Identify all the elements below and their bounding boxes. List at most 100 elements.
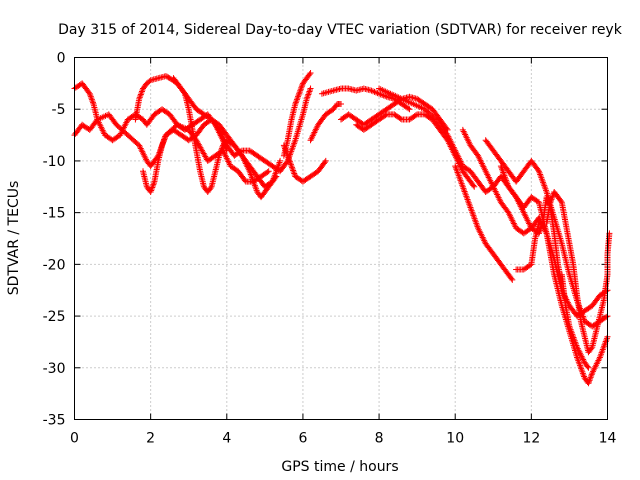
data-point xyxy=(284,152,291,159)
data-point xyxy=(295,92,302,99)
data-point xyxy=(397,115,404,122)
data-point xyxy=(86,90,93,97)
data-point xyxy=(293,96,300,103)
data-point xyxy=(159,142,166,149)
data-point xyxy=(138,89,145,96)
data-point xyxy=(138,88,145,95)
x-tick-label: 12 xyxy=(522,431,540,447)
data-point xyxy=(303,95,310,102)
series-track-14 xyxy=(459,126,611,320)
data-point xyxy=(161,135,168,142)
data-point xyxy=(89,98,96,105)
data-point xyxy=(207,185,214,192)
data-point xyxy=(148,186,155,193)
data-point xyxy=(547,197,554,204)
data-point xyxy=(547,199,554,206)
data-points xyxy=(71,70,613,387)
x-tick-label: 10 xyxy=(446,431,464,447)
data-point xyxy=(161,136,168,143)
series-track-19 xyxy=(558,271,592,371)
y-tick-label: -20 xyxy=(43,257,66,273)
data-point xyxy=(603,313,610,320)
data-point xyxy=(137,92,144,99)
data-point xyxy=(338,101,344,108)
y-tick-label: -30 xyxy=(43,361,66,377)
data-point xyxy=(548,196,555,203)
x-tick-label: 4 xyxy=(222,431,231,447)
data-point xyxy=(588,345,595,352)
data-point xyxy=(382,112,389,119)
data-point xyxy=(586,378,593,385)
data-point xyxy=(287,161,294,168)
y-tick-label: -35 xyxy=(43,413,66,429)
data-point xyxy=(305,91,312,98)
data-point xyxy=(149,183,156,190)
data-point xyxy=(89,99,96,106)
data-point xyxy=(293,98,300,105)
series-track-7 xyxy=(280,142,329,185)
data-point xyxy=(164,73,171,80)
y-tick-label: -10 xyxy=(43,154,66,170)
data-point xyxy=(216,152,223,159)
data-point xyxy=(307,70,314,77)
data-point xyxy=(295,93,302,100)
x-tick-label: 0 xyxy=(70,431,79,447)
data-point xyxy=(549,193,556,200)
data-point xyxy=(290,167,297,174)
data-point xyxy=(535,219,542,226)
data-point xyxy=(277,157,284,164)
data-point xyxy=(162,73,169,80)
data-point xyxy=(159,140,166,147)
series-track-17 xyxy=(513,219,542,273)
data-point xyxy=(280,142,287,149)
data-point xyxy=(296,89,303,96)
data-point xyxy=(137,91,144,98)
y-tick-label: -15 xyxy=(43,206,66,222)
data-point xyxy=(149,184,156,191)
data-point xyxy=(305,89,312,96)
data-point xyxy=(148,187,155,194)
data-point xyxy=(264,169,271,176)
series-track-5 xyxy=(170,75,314,175)
data-point xyxy=(321,159,328,166)
data-point xyxy=(283,149,290,156)
data-point xyxy=(412,112,419,119)
data-point xyxy=(306,87,313,94)
data-point xyxy=(290,169,297,176)
data-point xyxy=(288,163,295,170)
x-tick-label: 2 xyxy=(146,431,155,447)
tick-labels: 0 2 4 6 8 10 12 14 0 -5 -10 -15 -20 -25 -30 -35 xyxy=(43,51,617,447)
data-point xyxy=(150,181,157,188)
y-tick-label: -5 xyxy=(52,102,66,118)
data-point xyxy=(139,87,146,94)
plot-frame xyxy=(74,57,608,420)
data-point xyxy=(285,155,292,162)
chart-title: Day 315 of 2014, Sidereal Day-to-day VTE… xyxy=(58,22,623,38)
data-point xyxy=(219,143,226,150)
y-axis-label: SDTVAR / TECUs xyxy=(6,181,22,296)
data-point xyxy=(281,143,288,150)
data-point xyxy=(588,371,595,378)
data-point xyxy=(160,137,167,144)
x-tick-label: 14 xyxy=(599,431,617,447)
data-point xyxy=(322,157,329,164)
series-track-13 xyxy=(452,163,516,283)
data-point xyxy=(294,95,301,102)
data-point xyxy=(292,101,299,108)
y-tick-label: 0 xyxy=(57,51,66,67)
data-point xyxy=(557,198,564,205)
data-point xyxy=(509,276,516,283)
data-point xyxy=(306,88,313,95)
series-track-15 xyxy=(482,137,611,330)
series-track-9 xyxy=(318,85,413,113)
y-tick-label: -25 xyxy=(43,309,66,325)
data-point xyxy=(265,168,272,175)
data-point xyxy=(296,90,303,97)
data-point xyxy=(281,145,288,152)
data-point xyxy=(286,157,293,164)
data-point xyxy=(160,139,167,146)
data-point xyxy=(304,94,311,101)
x-tick-label: 8 xyxy=(375,431,384,447)
data-point xyxy=(136,94,143,101)
